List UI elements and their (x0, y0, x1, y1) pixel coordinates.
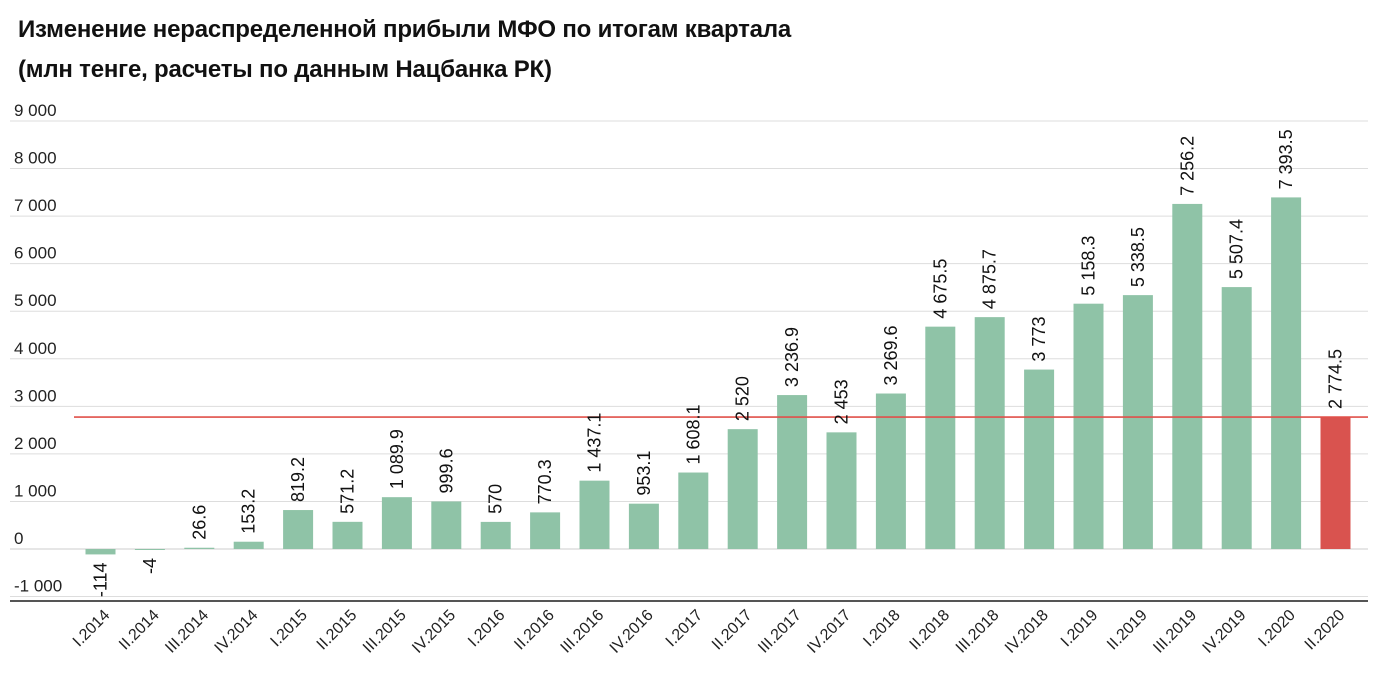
chart-title: Изменение нераспределенной прибыли МФО п… (18, 16, 792, 43)
bar (579, 480, 610, 549)
x-tick-label: II.2019 (1104, 607, 1151, 654)
x-tick-label: II.2020 (1302, 607, 1349, 654)
bar (628, 503, 659, 549)
chart-title-block: Изменение нераспределенной прибыли МФО п… (18, 10, 791, 90)
data-label: 153.2 (239, 489, 259, 534)
x-tick-label: I.2018 (860, 607, 904, 651)
data-label: 3 773 (1029, 317, 1049, 362)
bar (875, 393, 906, 549)
x-tick-label: IV.2017 (804, 607, 854, 657)
bar (530, 512, 561, 549)
x-tick-label: IV.2014 (212, 607, 262, 657)
bar (283, 510, 314, 549)
bar (1172, 203, 1203, 550)
data-label: 5 507.4 (1227, 219, 1247, 279)
y-tick-label: 1 000 (14, 481, 57, 500)
x-tick-label: IV.2019 (1200, 607, 1250, 657)
y-tick-label: 0 (14, 529, 23, 548)
y-tick-label: -1 000 (14, 577, 62, 596)
x-tick-label: II.2017 (709, 607, 756, 654)
bar (678, 472, 709, 549)
bar (1320, 417, 1351, 549)
data-label: 26.6 (189, 505, 209, 540)
bar (431, 501, 462, 549)
bars (85, 197, 1351, 555)
bar (184, 547, 215, 549)
data-label: 4 875.7 (980, 249, 1000, 309)
data-label: 1 089.9 (387, 429, 407, 489)
y-tick-label: 9 000 (14, 101, 57, 120)
data-labels: -114 -4 26.6 153.2 819.2 571.2 1 089.9 999.6 570… (91, 129, 1346, 597)
bar (134, 549, 165, 550)
data-label: 3 236.9 (782, 327, 802, 387)
data-label: 571.2 (338, 469, 358, 514)
y-tick-label: 2 000 (14, 434, 57, 453)
bar (480, 521, 511, 549)
data-label: -114 (91, 562, 111, 597)
data-label: 1 608.1 (683, 404, 703, 464)
data-label: -4 (140, 558, 160, 574)
x-tick-label: I.2019 (1058, 607, 1102, 651)
x-tick-label: II.2016 (511, 607, 558, 654)
x-tick-label: II.2018 (907, 607, 954, 654)
x-tick-label: IV.2015 (409, 607, 459, 657)
y-axis-labels: 9 000 8 000 7 000 6 000 5 000 4 000 3 000 2 000… (14, 101, 62, 596)
data-label: 7 256.2 (1177, 136, 1197, 196)
x-tick-label: I.2015 (267, 607, 311, 651)
data-label: 2 520 (733, 376, 753, 421)
chart-subtitle: (млн тенге, расчеты по данным Нацбанка Р… (18, 56, 552, 83)
data-label: 7 393.5 (1276, 129, 1296, 189)
data-label: 4 675.5 (930, 259, 950, 319)
data-label: 770.3 (535, 459, 555, 504)
x-tick-label: II.2014 (116, 607, 163, 654)
x-tick-label: IV.2018 (1002, 607, 1052, 657)
x-tick-label: III.2016 (558, 607, 608, 657)
data-label: 5 158.3 (1079, 236, 1099, 296)
data-label: 570 (486, 484, 506, 514)
bar (777, 395, 808, 549)
bar (1271, 197, 1302, 549)
bar (1221, 287, 1252, 549)
y-tick-label: 5 000 (14, 291, 57, 310)
data-label: 999.6 (436, 448, 456, 493)
x-tick-label: I.2014 (70, 607, 114, 651)
data-label: 953.1 (634, 451, 654, 496)
x-axis: I.2014 II.2014 III.2014 IV.2014 I.2015 II.201… (10, 600, 1368, 657)
x-tick-label: IV.2016 (607, 607, 657, 657)
bar (1122, 295, 1153, 549)
bar (1073, 303, 1104, 549)
x-tick-label: I.2020 (1255, 607, 1299, 651)
bar (1024, 369, 1055, 549)
bar (727, 429, 758, 549)
bar (974, 317, 1005, 549)
x-tick-label: III.2015 (360, 607, 410, 657)
bar (332, 521, 363, 549)
bar (381, 497, 412, 549)
y-tick-label: 6 000 (14, 244, 57, 263)
data-label: 3 269.6 (881, 325, 901, 385)
x-tick-label: III.2017 (755, 607, 805, 657)
y-tick-label: 3 000 (14, 386, 57, 405)
bar (925, 326, 956, 549)
x-tick-label: III.2018 (953, 607, 1003, 657)
x-tick-label: I.2016 (465, 607, 509, 651)
x-tick-label: I.2017 (663, 607, 707, 651)
x-tick-label: II.2015 (314, 607, 361, 654)
data-label: 1 437.1 (585, 413, 605, 473)
data-label: 2 774.5 (1326, 349, 1346, 409)
y-tick-label: 4 000 (14, 339, 57, 358)
y-tick-label: 7 000 (14, 196, 57, 215)
bar (826, 432, 857, 549)
data-label: 5 338.5 (1128, 227, 1148, 287)
bar (85, 549, 116, 555)
x-tick-label: III.2014 (162, 607, 212, 657)
x-tick-label: III.2019 (1150, 607, 1200, 657)
y-tick-label: 8 000 (14, 149, 57, 168)
bar (233, 541, 264, 549)
data-label: 819.2 (288, 457, 308, 502)
data-label: 2 453 (832, 379, 852, 424)
